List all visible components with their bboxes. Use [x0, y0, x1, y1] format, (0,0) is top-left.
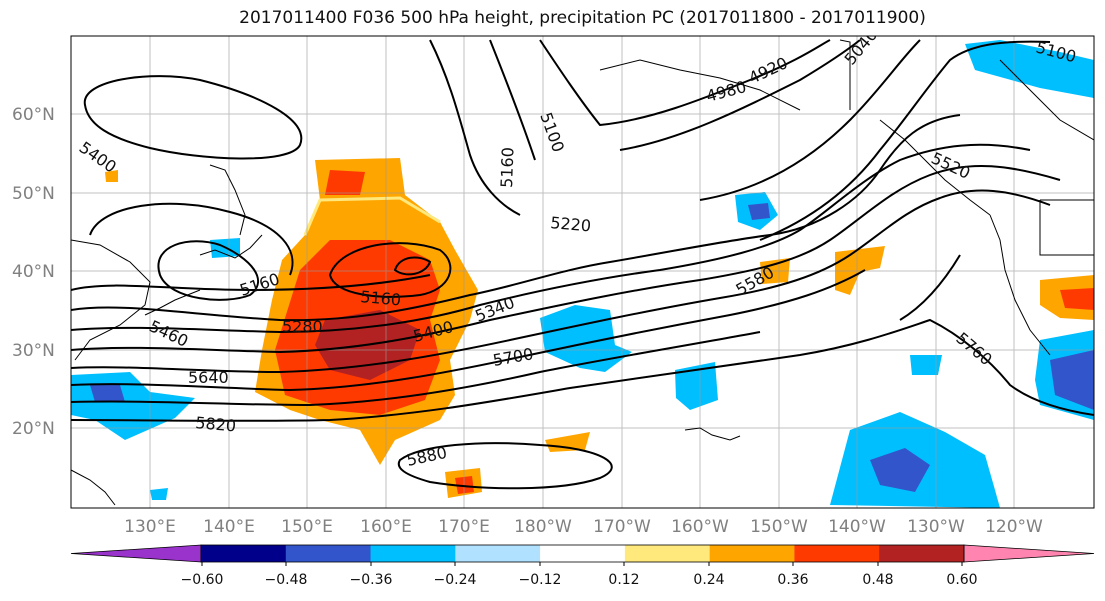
colorbar-segment: [794, 545, 880, 562]
lat-label: 30°N: [12, 341, 55, 361]
colorbar-ticks: [201, 562, 963, 566]
lon-label: 130°E: [124, 517, 176, 537]
colorbar: −0.60 −0.48 −0.36 −0.24 −0.12 0.12 0.24 …: [70, 544, 1095, 588]
lon-label: 150°E: [281, 517, 333, 537]
colorbar-label: −0.36: [350, 572, 393, 588]
height-contours: [71, 39, 1094, 490]
colorbar-extend-high: [963, 544, 1095, 563]
colorbar-extend-low: [70, 544, 202, 563]
colorbar-label: 0.24: [693, 572, 724, 588]
colorbar-segment: [624, 545, 711, 562]
contour-label: 5220: [550, 213, 592, 235]
lon-label: 160°W: [671, 517, 729, 537]
contour-label: 5820: [195, 413, 237, 435]
colorbar-segment: [709, 545, 795, 562]
colorbar-segment: [201, 545, 287, 562]
lon-label: 140°W: [828, 517, 886, 537]
map-title: 2017011400 F036 500 hPa height, precipit…: [239, 8, 926, 28]
colorbar-label: −0.48: [265, 572, 308, 588]
colorbar-label: 0.48: [862, 572, 893, 588]
lon-label: 160°E: [360, 517, 412, 537]
lat-label: 20°N: [12, 419, 55, 439]
colorbar-segment: [455, 545, 541, 562]
colorbar-segment: [540, 545, 626, 562]
lon-label: 120°W: [985, 517, 1043, 537]
lon-label: 130°W: [907, 517, 965, 537]
colorbar-segment: [879, 545, 965, 562]
map-frame: [70, 35, 1095, 509]
contour-label: 5280: [282, 317, 323, 336]
colorbar-segment: [285, 545, 372, 562]
lon-label: 150°W: [750, 517, 808, 537]
latitude-labels: 60°N 50°N 40°N 30°N 20°N: [12, 105, 55, 439]
colorbar-label: 0.60: [946, 572, 977, 588]
colorbar-label: 0.12: [608, 572, 639, 588]
colorbar-segments: [70, 544, 1095, 563]
lon-label: 170°W: [593, 517, 651, 537]
lon-label: 170°E: [438, 517, 490, 537]
colorbar-label: −0.12: [519, 572, 562, 588]
colorbar-frame: [200, 544, 965, 563]
contour-label: 5160: [360, 287, 402, 309]
precip-negative-shading: [71, 40, 1094, 508]
longitude-labels: 130°E 140°E 150°E 160°E 170°E 180°W 170°…: [124, 517, 1043, 537]
colorbar-segment: [370, 545, 456, 562]
lat-label: 60°N: [12, 105, 55, 125]
graticule: [71, 36, 1094, 508]
colorbar-label: 0.36: [777, 572, 808, 588]
coastlines: [71, 39, 1094, 506]
lon-label: 180°W: [514, 517, 572, 537]
contour-label: 5160: [497, 147, 517, 188]
lon-label: 140°E: [203, 517, 255, 537]
colorbar-label: −0.24: [434, 572, 477, 588]
contour-label: 5640: [188, 368, 229, 387]
lat-label: 40°N: [12, 262, 55, 282]
colorbar-label: −0.60: [181, 572, 224, 588]
lat-label: 50°N: [12, 184, 55, 204]
